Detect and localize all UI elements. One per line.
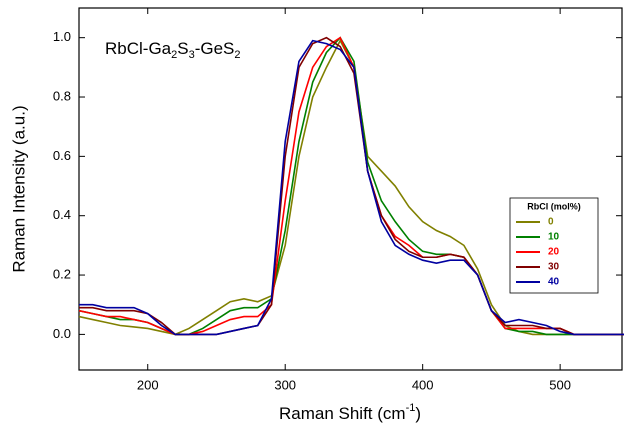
annotation-sub: 2 bbox=[234, 49, 240, 61]
legend-label: 0 bbox=[548, 217, 554, 228]
series-line bbox=[79, 39, 624, 336]
x-label-part: ) bbox=[415, 404, 421, 423]
y-tick-label: 0.8 bbox=[53, 88, 71, 103]
x-tick-label: 400 bbox=[412, 377, 434, 392]
x-label-sup: -1 bbox=[406, 402, 416, 414]
x-tick-label: 300 bbox=[274, 377, 296, 392]
y-tick-label: 0.2 bbox=[53, 266, 71, 281]
annotation-part: RbCl-Ga bbox=[105, 39, 172, 58]
annotation-part: S bbox=[177, 39, 188, 58]
x-tick-label: 200 bbox=[137, 377, 159, 392]
annotation: RbCl-Ga2S3-GeS2 bbox=[105, 39, 241, 60]
x-axis-label: Raman Shift (cm-1) bbox=[279, 402, 421, 424]
annotation-sub: 2 bbox=[171, 49, 177, 61]
y-tick-label: 0.0 bbox=[53, 326, 71, 341]
legend-box bbox=[509, 197, 599, 294]
y-tick-label: 0.4 bbox=[53, 207, 71, 222]
legend-label: 20 bbox=[548, 247, 560, 258]
plot-frame bbox=[78, 7, 623, 371]
x-label-part: Raman Shift (cm bbox=[279, 404, 406, 423]
x-tick-label: 500 bbox=[549, 377, 571, 392]
annotation-part: -GeS bbox=[195, 39, 235, 58]
legend-label: 40 bbox=[548, 277, 560, 288]
legend-label: 30 bbox=[548, 262, 560, 273]
legend-label: 10 bbox=[548, 232, 560, 243]
y-tick-label: 1.0 bbox=[53, 29, 71, 44]
annotation-sub: 3 bbox=[189, 49, 195, 61]
y-axis-label: Raman Intensity (a.u.) bbox=[9, 105, 28, 272]
legend-title: RbCl (mol%) bbox=[527, 201, 581, 211]
y-tick-label: 0.6 bbox=[53, 148, 71, 163]
